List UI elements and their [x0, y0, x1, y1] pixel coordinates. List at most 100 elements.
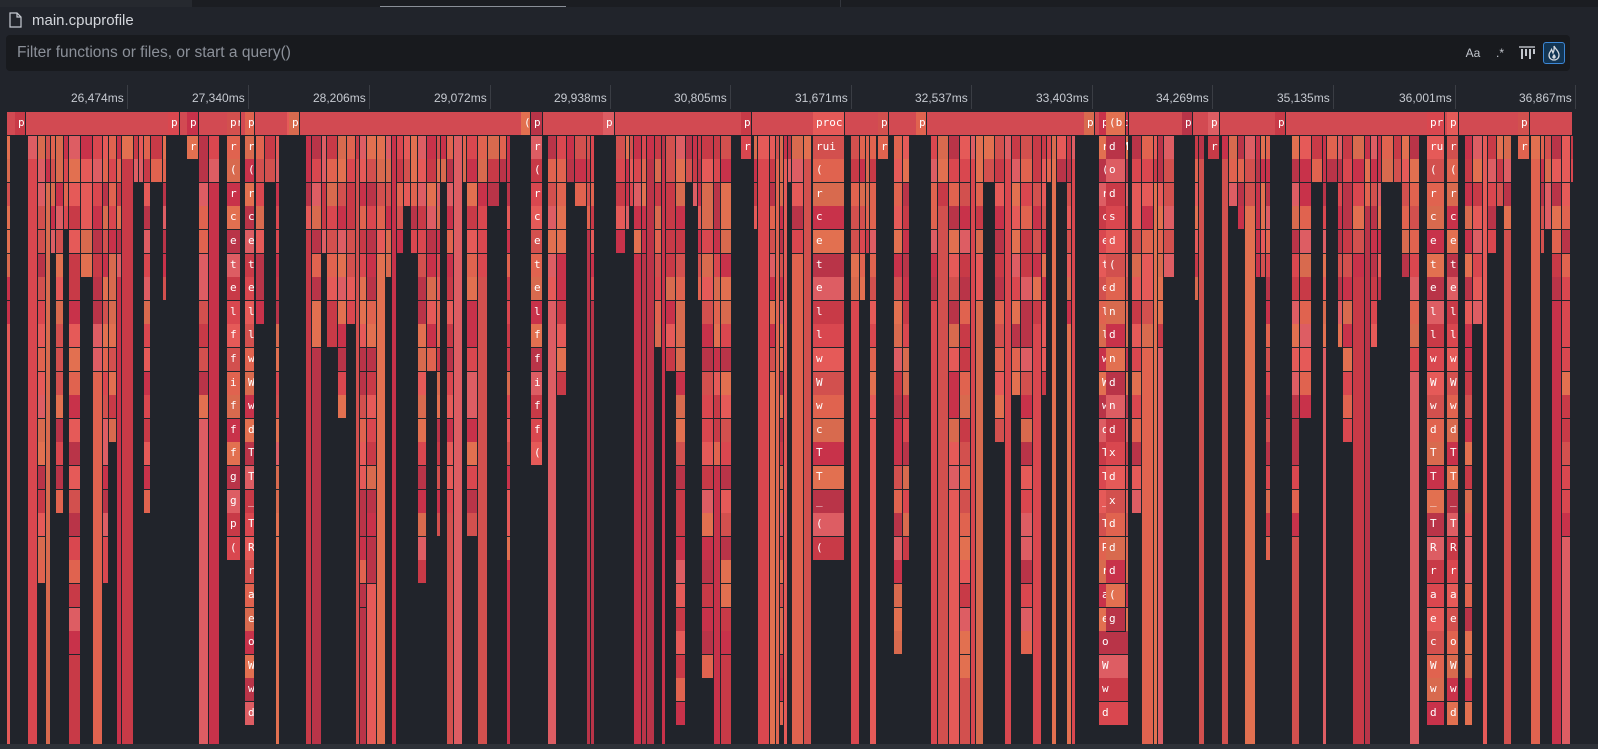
flame-frame[interactable] [1465, 560, 1473, 584]
flame-frame[interactable] [949, 254, 960, 278]
flame-frame[interactable] [322, 159, 327, 183]
flame-frame[interactable] [1488, 183, 1497, 207]
flame-frame[interactable] [1338, 230, 1343, 254]
flame-frame[interactable] [870, 183, 877, 207]
flame-frame[interactable] [360, 537, 367, 561]
flame-frame[interactable] [69, 395, 81, 419]
flame-frame[interactable] [903, 206, 910, 230]
flame-frame[interactable] [1552, 324, 1562, 744]
flame-frame[interactable] [1300, 230, 1312, 254]
flame-frame[interactable] [1545, 206, 1552, 230]
flame-frame[interactable]: R [1427, 537, 1445, 561]
flame-frame[interactable] [1256, 230, 1261, 254]
flame-frame[interactable] [1132, 442, 1142, 466]
flame-frame[interactable] [995, 301, 1005, 325]
flame-frame[interactable] [265, 136, 276, 160]
flame-frame[interactable]: w [245, 348, 255, 372]
flame-frame[interactable] [447, 490, 454, 514]
flame-frame[interactable] [666, 301, 676, 325]
flame-frame[interactable] [347, 206, 356, 230]
flame-frame[interactable] [721, 372, 732, 396]
flame-frame[interactable] [1266, 442, 1271, 466]
flame-frame[interactable] [1323, 183, 1327, 207]
flame-frame[interactable] [714, 159, 721, 183]
flame-frame[interactable] [93, 230, 103, 254]
flame-frame[interactable] [693, 159, 698, 183]
flame-frame[interactable] [1562, 183, 1571, 207]
flame-frame[interactable] [418, 513, 427, 537]
flame-frame[interactable] [56, 466, 64, 490]
flame-frame[interactable] [676, 702, 686, 726]
flame-frame[interactable] [1343, 277, 1353, 301]
flame-frame[interactable]: i [531, 372, 543, 396]
flame-frame[interactable] [634, 254, 642, 744]
flame-frame[interactable] [276, 277, 280, 301]
flame-frame[interactable] [109, 348, 117, 372]
flame-frame[interactable] [1238, 206, 1245, 230]
flame-frame[interactable] [1394, 136, 1402, 160]
flame-frame[interactable] [634, 206, 642, 230]
flame-frame[interactable] [960, 348, 971, 372]
flame-frame[interactable] [367, 395, 377, 419]
flame-frame[interactable] [1042, 277, 1047, 301]
flame-frame[interactable] [1067, 277, 1072, 301]
flame-frame[interactable]: a [1427, 584, 1445, 608]
flame-frame[interactable] [1465, 513, 1473, 537]
flame-frame[interactable] [1158, 324, 1164, 348]
flame-frame[interactable] [81, 230, 93, 254]
flame-frame[interactable] [960, 419, 971, 443]
flame-frame[interactable] [367, 254, 377, 278]
flame-frame[interactable] [1142, 183, 1154, 207]
flame-frame[interactable] [1266, 254, 1271, 278]
flame-frame[interactable] [1488, 206, 1497, 230]
flame-frame[interactable] [386, 159, 392, 183]
flame-frame[interactable] [338, 348, 347, 372]
flame-frame[interactable] [56, 183, 64, 207]
flame-frame[interactable] [567, 159, 575, 183]
flame-frame[interactable] [676, 230, 686, 254]
flame-frame[interactable] [949, 183, 960, 207]
flame-frame[interactable] [949, 206, 960, 230]
flame-frame[interactable] [1033, 159, 1042, 183]
flame-frame[interactable]: T [245, 466, 255, 490]
flame-frame[interactable] [437, 490, 441, 514]
flame-frame[interactable] [931, 206, 938, 230]
flame-frame[interactable]: T [245, 513, 255, 537]
flame-frame[interactable] [163, 206, 167, 230]
flame-frame[interactable] [447, 442, 454, 466]
flame-frame[interactable] [367, 513, 377, 537]
flame-frame[interactable]: p [245, 112, 255, 136]
flame-frame[interactable] [676, 513, 686, 537]
flame-frame[interactable] [1545, 183, 1552, 207]
flame-frame[interactable] [903, 490, 910, 514]
flame-frame[interactable] [575, 183, 587, 207]
flame-frame[interactable] [655, 277, 662, 301]
flame-frame[interactable] [971, 159, 976, 744]
flame-frame[interactable]: ( [227, 159, 241, 183]
flame-frame[interactable] [1033, 254, 1042, 278]
flame-frame[interactable] [1266, 136, 1271, 160]
flame-frame[interactable]: p [1208, 112, 1220, 136]
flame-frame[interactable] [478, 159, 488, 183]
flame-frame[interactable] [1266, 466, 1271, 490]
flame-frame[interactable]: rui [813, 136, 845, 160]
flame-frame[interactable] [721, 608, 732, 632]
flame-frame[interactable]: e [245, 277, 255, 301]
flame-frame[interactable] [347, 136, 356, 160]
flame-frame[interactable]: l [245, 324, 255, 348]
flame-frame[interactable] [1371, 277, 1378, 301]
flame-frame[interactable] [507, 206, 511, 230]
flame-frame[interactable] [1300, 372, 1312, 396]
flame-frame[interactable] [949, 419, 960, 443]
flame-frame[interactable] [676, 372, 686, 396]
flame-frame[interactable] [69, 324, 81, 348]
flame-frame[interactable] [256, 206, 265, 230]
flame-frame[interactable] [714, 395, 721, 419]
flame-frame[interactable] [676, 206, 686, 230]
flame-frame[interactable] [38, 537, 46, 561]
flame-frame[interactable]: c [813, 206, 845, 230]
flame-frame[interactable] [1465, 490, 1473, 514]
flame-frame[interactable] [960, 254, 971, 278]
flame-frame[interactable] [714, 136, 721, 160]
flame-frame[interactable] [478, 183, 488, 207]
